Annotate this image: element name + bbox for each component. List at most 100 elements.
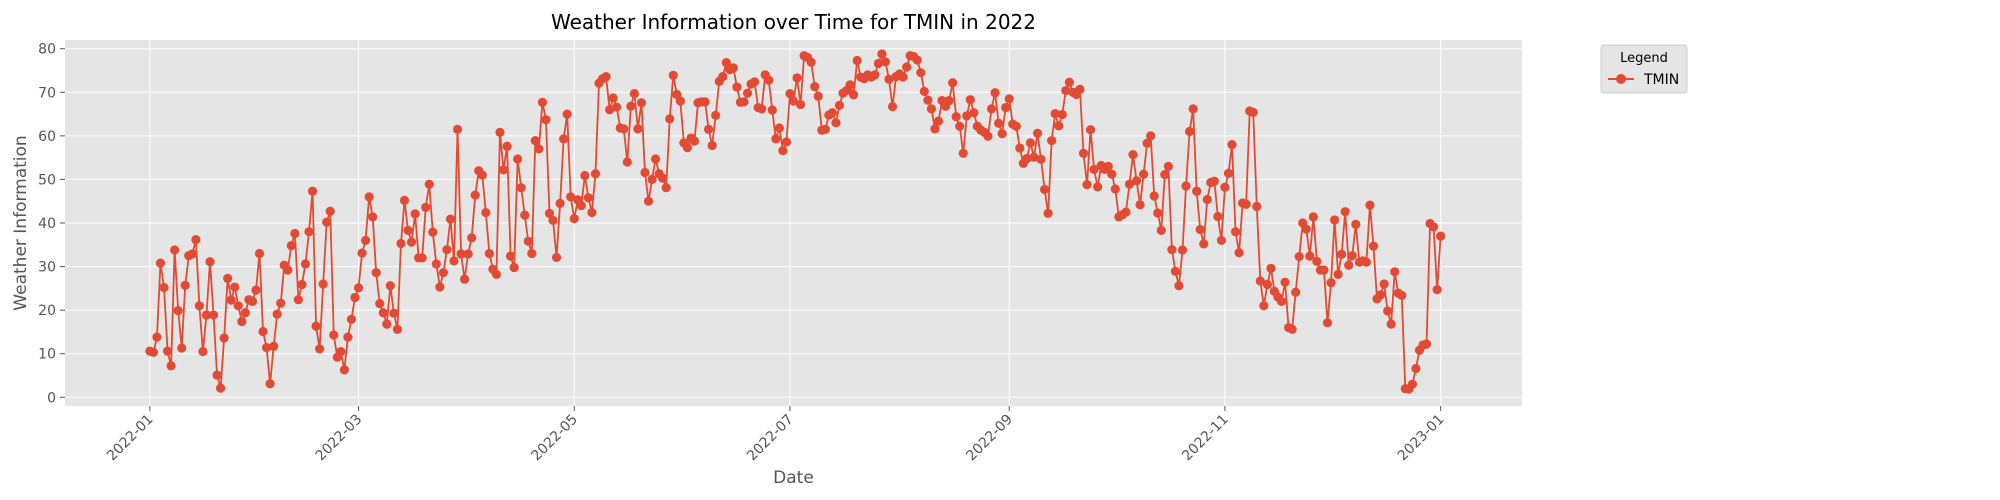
data-point <box>587 207 597 218</box>
data-point <box>1174 281 1184 291</box>
data-point <box>1142 138 1152 148</box>
data-point <box>1170 266 1181 276</box>
data-point <box>1347 251 1357 261</box>
data-point <box>254 248 265 259</box>
data-point <box>537 97 548 107</box>
data-point <box>212 370 222 380</box>
data-point <box>1340 207 1350 217</box>
data-point <box>930 124 940 134</box>
legend: Legend TMIN <box>1600 44 1688 94</box>
data-point <box>1149 191 1159 201</box>
data-point <box>576 200 586 211</box>
y-tick-label: 60 <box>38 129 56 145</box>
data-point <box>1337 249 1347 259</box>
y-tick-label: 10 <box>38 347 56 363</box>
data-point <box>293 295 303 305</box>
data-point <box>364 192 374 202</box>
y-tick-label: 0 <box>47 390 56 406</box>
data-point <box>1015 143 1025 153</box>
data-point <box>1397 290 1407 300</box>
data-point <box>778 146 788 156</box>
data-point <box>491 269 502 280</box>
data-point <box>339 365 349 375</box>
data-point <box>1436 231 1446 241</box>
data-point <box>329 330 339 340</box>
data-point <box>1421 339 1432 349</box>
data-point <box>530 136 540 146</box>
data-point <box>619 124 629 134</box>
data-point <box>601 72 611 82</box>
data-point <box>629 88 639 99</box>
data-point <box>1209 176 1219 186</box>
data-point <box>1163 161 1173 171</box>
data-point <box>208 310 219 320</box>
data-point <box>562 109 572 119</box>
data-point <box>658 173 668 183</box>
data-point <box>166 361 176 371</box>
data-point <box>1351 219 1361 229</box>
data-point <box>1195 224 1205 235</box>
data-point <box>261 343 272 353</box>
data-point <box>590 169 601 179</box>
data-point <box>962 111 972 121</box>
data-point <box>307 186 318 196</box>
data-point <box>1262 279 1272 290</box>
x-tick-label: 2022-05 <box>528 412 581 465</box>
series-tmin <box>145 49 1446 394</box>
data-point <box>180 280 190 290</box>
data-point <box>520 210 530 220</box>
data-point <box>371 268 381 278</box>
data-point <box>1153 208 1163 218</box>
data-point <box>226 295 236 305</box>
data-point <box>233 301 243 311</box>
data-point <box>509 262 519 273</box>
data-point <box>1064 77 1074 87</box>
data-point <box>1326 278 1336 288</box>
data-point <box>247 296 258 307</box>
data-point <box>986 104 997 114</box>
data-point <box>870 70 880 80</box>
data-point <box>357 248 367 258</box>
data-point <box>162 346 173 356</box>
data-point <box>1167 244 1177 255</box>
data-point <box>1192 186 1202 196</box>
data-point <box>626 101 636 111</box>
data-point <box>198 346 208 357</box>
data-point <box>682 143 693 153</box>
data-point <box>813 91 823 101</box>
x-tick-label: 2022-07 <box>744 412 797 465</box>
data-point <box>424 179 434 189</box>
grid-lines <box>65 40 1522 406</box>
data-point <box>955 121 965 131</box>
data-point <box>205 257 215 267</box>
data-point <box>1255 276 1265 286</box>
data-point <box>990 88 1000 98</box>
data-point <box>1001 102 1011 113</box>
data-point <box>566 192 576 202</box>
data-point <box>1379 279 1389 289</box>
data-point <box>1160 170 1170 180</box>
data-point <box>845 80 855 90</box>
data-point <box>1135 200 1145 210</box>
data-point <box>739 97 749 107</box>
data-point <box>392 324 403 334</box>
data-point <box>1131 176 1142 186</box>
data-point <box>1057 109 1067 120</box>
data-point <box>378 308 388 318</box>
data-point <box>926 104 937 114</box>
data-point <box>396 238 406 249</box>
data-point <box>417 253 427 263</box>
data-point <box>467 233 477 243</box>
data-point <box>463 249 473 259</box>
data-point <box>1291 287 1301 297</box>
data-point <box>916 68 926 78</box>
data-point <box>1252 201 1262 212</box>
data-point <box>912 55 922 65</box>
data-point <box>750 77 760 87</box>
data-point <box>353 283 364 293</box>
data-point <box>1036 154 1046 164</box>
x-tick-label: 2022-09 <box>963 412 1016 465</box>
data-point <box>781 137 792 147</box>
data-point <box>1011 121 1021 131</box>
data-point <box>1407 379 1417 389</box>
